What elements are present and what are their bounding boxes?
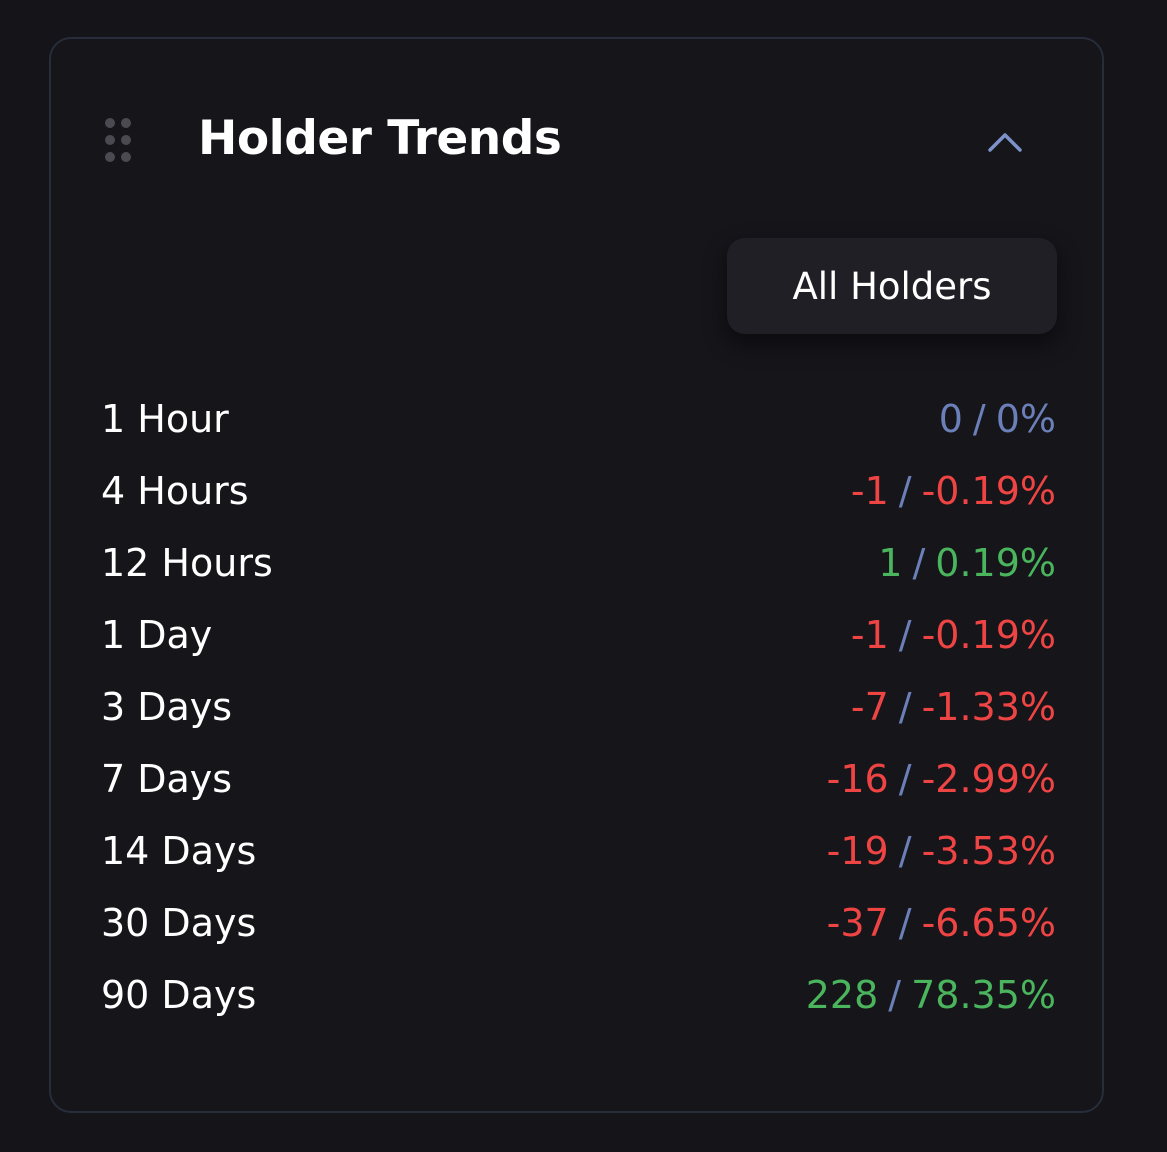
trend-value: 1/0.19% bbox=[878, 541, 1056, 585]
panel-title: Holder Trends bbox=[198, 111, 562, 166]
holder-percent-change: -0.19% bbox=[921, 613, 1056, 657]
trend-value: -19/-3.53% bbox=[827, 829, 1056, 873]
holder-count-change: 0 bbox=[938, 397, 963, 441]
trend-period-label: 1 Day bbox=[101, 613, 213, 657]
trend-period-label: 4 Hours bbox=[101, 469, 249, 513]
trend-row: 1 Hour 0/0% bbox=[101, 383, 1056, 455]
trend-row: 1 Day -1/-0.19% bbox=[101, 599, 1056, 671]
trend-value: -37/-6.65% bbox=[827, 901, 1056, 945]
holder-percent-change: 0% bbox=[995, 397, 1056, 441]
trend-period-label: 30 Days bbox=[101, 901, 257, 945]
value-separator: / bbox=[912, 541, 926, 585]
trend-value: 0/0% bbox=[939, 397, 1056, 441]
trend-period-label: 90 Days bbox=[101, 973, 257, 1017]
collapse-button[interactable] bbox=[977, 119, 1033, 165]
trend-row: 7 Days -16/-2.99% bbox=[101, 743, 1056, 815]
value-separator: / bbox=[888, 973, 902, 1017]
holder-percent-change: -1.33% bbox=[921, 685, 1056, 729]
trend-period-label: 14 Days bbox=[101, 829, 257, 873]
trend-row: 14 Days -19/-3.53% bbox=[101, 815, 1056, 887]
holder-count-change: -16 bbox=[826, 757, 889, 801]
trend-period-label: 3 Days bbox=[101, 685, 233, 729]
trend-row: 90 Days 228/78.35% bbox=[101, 959, 1056, 1031]
holder-count-change: -1 bbox=[850, 613, 889, 657]
trend-value: -16/-2.99% bbox=[827, 757, 1056, 801]
holder-percent-change: -2.99% bbox=[921, 757, 1056, 801]
holder-count-change: -7 bbox=[850, 685, 889, 729]
holder-percent-change: 0.19% bbox=[935, 541, 1056, 585]
trend-value: -1/-0.19% bbox=[851, 469, 1056, 513]
drag-handle-icon[interactable] bbox=[104, 117, 132, 163]
trend-row: 12 Hours 1/0.19% bbox=[101, 527, 1056, 599]
holder-percent-change: 78.35% bbox=[911, 973, 1056, 1017]
trend-period-label: 7 Days bbox=[101, 757, 233, 801]
holder-count-change: -1 bbox=[850, 469, 889, 513]
holder-count-change: -19 bbox=[826, 829, 889, 873]
trend-list: 1 Hour 0/0% 4 Hours -1/-0.19% 12 Hours 1/0.19… bbox=[101, 383, 1056, 1031]
trend-value: -1/-0.19% bbox=[851, 613, 1056, 657]
holder-percent-change: -0.19% bbox=[921, 469, 1056, 513]
trend-period-label: 12 Hours bbox=[101, 541, 273, 585]
trend-row: 30 Days -37/-6.65% bbox=[101, 887, 1056, 959]
holder-percent-change: -6.65% bbox=[921, 901, 1056, 945]
chevron-up-icon bbox=[988, 133, 1022, 152]
trend-value: -7/-1.33% bbox=[851, 685, 1056, 729]
holder-trends-panel: Holder Trends All Holders 1 Hour 0/0% 4 Ho… bbox=[49, 37, 1104, 1113]
trend-row: 3 Days -7/-1.33% bbox=[101, 671, 1056, 743]
value-separator: / bbox=[898, 469, 912, 513]
value-separator: / bbox=[972, 397, 986, 441]
value-separator: / bbox=[898, 757, 912, 801]
holder-count-change: 228 bbox=[805, 973, 879, 1017]
trend-period-label: 1 Hour bbox=[101, 397, 229, 441]
value-separator: / bbox=[898, 829, 912, 873]
holder-percent-change: -3.53% bbox=[921, 829, 1056, 873]
value-separator: / bbox=[898, 685, 912, 729]
trend-row: 4 Hours -1/-0.19% bbox=[101, 455, 1056, 527]
value-separator: / bbox=[898, 613, 912, 657]
holder-count-change: -37 bbox=[826, 901, 889, 945]
all-holders-filter-button[interactable]: All Holders bbox=[727, 238, 1057, 334]
value-separator: / bbox=[898, 901, 912, 945]
holder-count-change: 1 bbox=[878, 541, 903, 585]
trend-value: 228/78.35% bbox=[806, 973, 1056, 1017]
